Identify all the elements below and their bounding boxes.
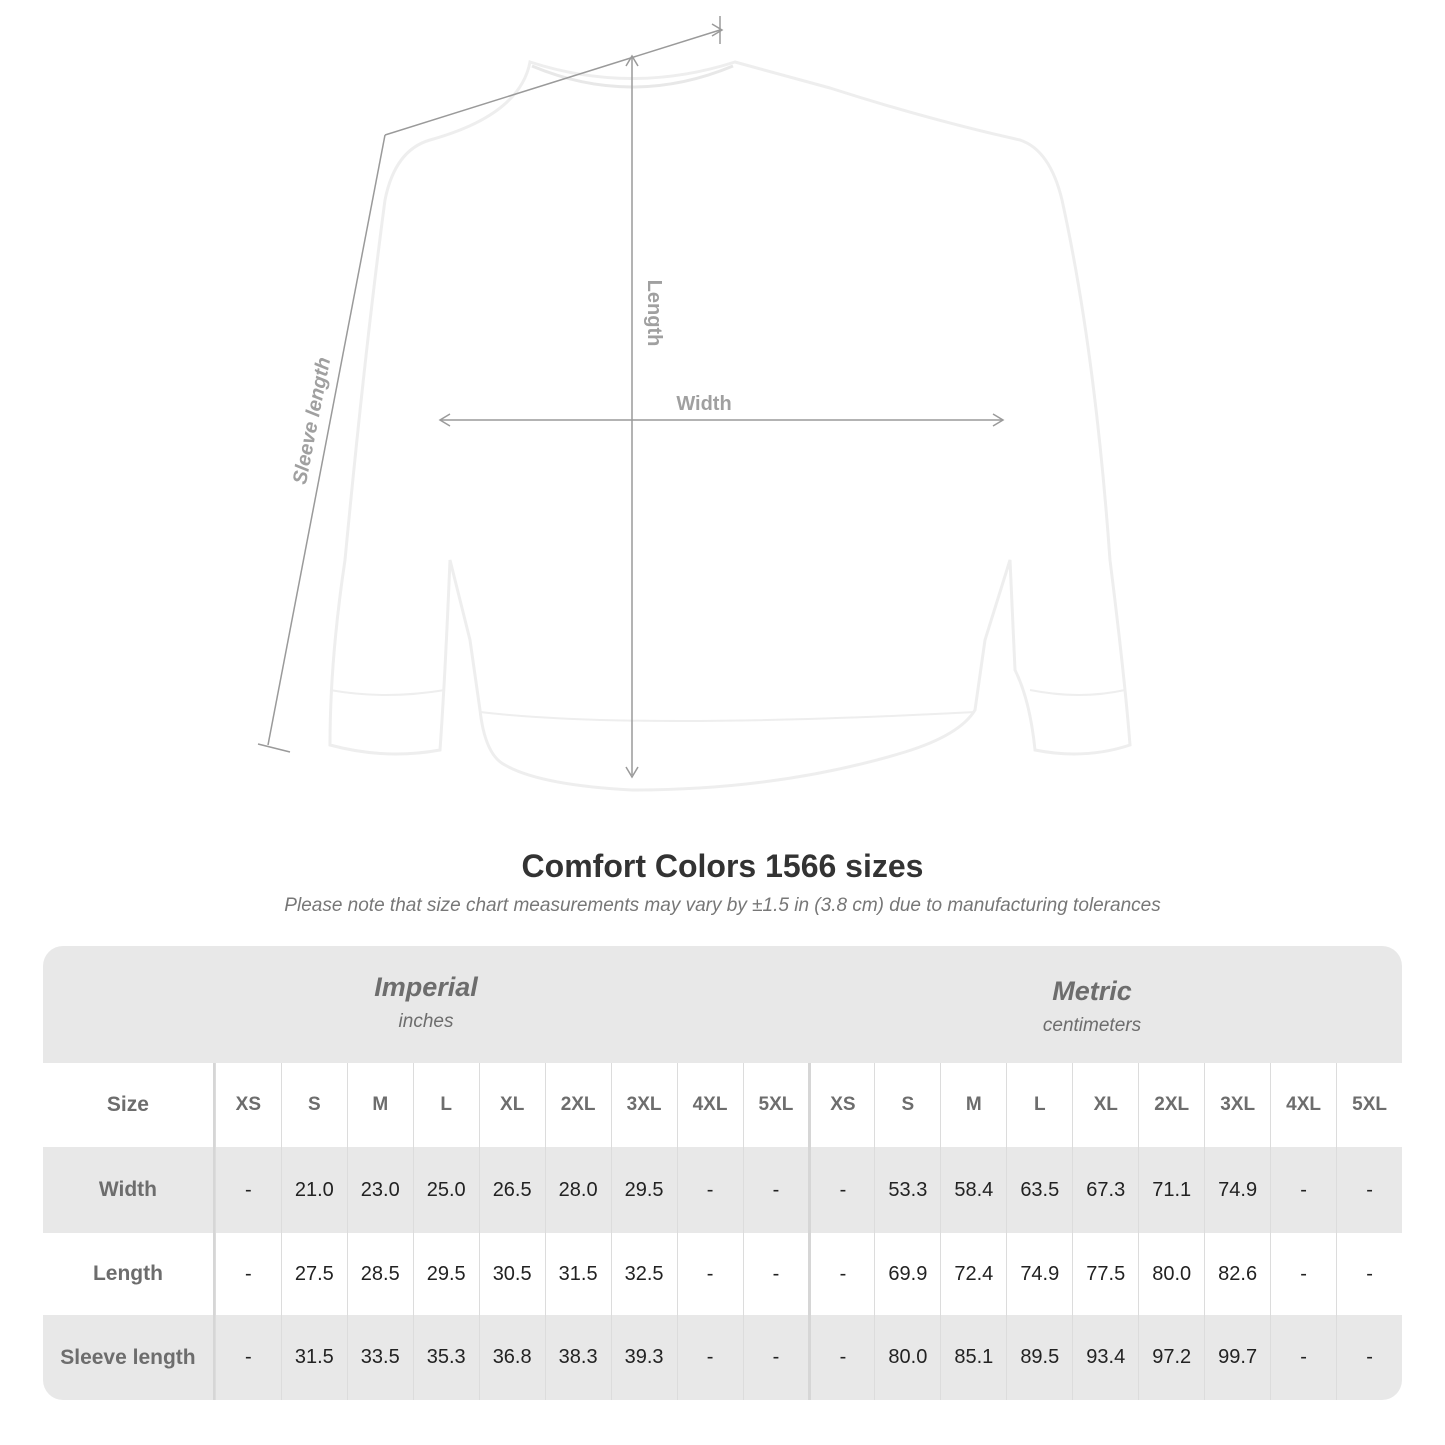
- imperial-value-cell: 29.5: [610, 1147, 677, 1233]
- size-header-row: Size XS S M L XL 2XL 3XL 4XL 5XL XS S M L XL 2XL 3XL 4XL 5…: [43, 1063, 1402, 1147]
- size-header-imperial: 2XL: [544, 1063, 611, 1147]
- metric-value-cell: 99.7: [1204, 1315, 1270, 1400]
- sleeve-length-label: Sleeve length: [289, 355, 335, 486]
- size-header-metric: M: [940, 1063, 1006, 1147]
- sweatshirt-illustration: [328, 60, 1132, 792]
- metric-value-cell: -: [1336, 1147, 1402, 1233]
- imperial-value-cell: 28.5: [346, 1233, 413, 1315]
- size-header-metric: 3XL: [1204, 1063, 1270, 1147]
- row-label: Width: [43, 1147, 215, 1233]
- metric-value-cell: 53.3: [874, 1147, 940, 1233]
- metric-value-cell: -: [1270, 1315, 1336, 1400]
- imperial-value-cell: 31.5: [544, 1233, 611, 1315]
- metric-value-cell: 80.0: [874, 1315, 940, 1400]
- imperial-value-cell: -: [676, 1315, 743, 1400]
- size-header-imperial: XS: [214, 1063, 281, 1147]
- size-header-imperial: 3XL: [610, 1063, 677, 1147]
- metric-value-cell: 97.2: [1138, 1315, 1204, 1400]
- imperial-unit: inches: [398, 1011, 454, 1032]
- chart-subtitle: Please note that size chart measurements…: [284, 895, 1161, 916]
- size-header-metric: L: [1006, 1063, 1072, 1147]
- imperial-value-cell: 27.5: [280, 1233, 347, 1315]
- metric-value-cell: 67.3: [1072, 1147, 1138, 1233]
- metric-value-cell: 74.9: [1006, 1233, 1072, 1315]
- imperial-value-cell: 26.5: [478, 1147, 545, 1233]
- imperial-value-cell: -: [742, 1315, 809, 1400]
- imperial-value-cell: -: [676, 1147, 743, 1233]
- sleeve-measure-line: [267, 134, 386, 746]
- size-header-imperial: 4XL: [676, 1063, 743, 1147]
- table-row: Sleeve length -31.5 33.5 35.3 36.8 38.3 39.3- -…: [43, 1315, 1402, 1400]
- imperial-value-cell: 32.5: [610, 1233, 677, 1315]
- sweatshirt-diagram: Length Width Sleeve length: [257, 16, 1132, 792]
- metric-value-cell: 63.5: [1006, 1147, 1072, 1233]
- size-header-metric: XS: [808, 1063, 874, 1147]
- imperial-value-cell: -: [742, 1147, 809, 1233]
- metric-value-cell: -: [808, 1147, 874, 1233]
- metric-value-cell: -: [1336, 1233, 1402, 1315]
- metric-value-cell: 89.5: [1006, 1315, 1072, 1400]
- metric-value-cell: -: [1336, 1315, 1402, 1400]
- metric-value-cell: 69.9: [874, 1233, 940, 1315]
- unit-header-band: [43, 946, 1402, 1063]
- metric-value-cell: 58.4: [940, 1147, 1006, 1233]
- metric-value-cell: 85.1: [940, 1315, 1006, 1400]
- size-header-imperial: XL: [478, 1063, 545, 1147]
- imperial-value-cell: -: [214, 1315, 281, 1400]
- imperial-value-cell: 30.5: [478, 1233, 545, 1315]
- width-label: Width: [676, 393, 731, 415]
- size-column-header: Size: [43, 1063, 215, 1147]
- size-header-metric: 5XL: [1336, 1063, 1402, 1147]
- table-row: Length -27.5 28.5 29.5 30.5 31.5 32.5- - -69.9 72…: [43, 1233, 1402, 1315]
- imperial-value-cell: 28.0: [544, 1147, 611, 1233]
- metric-value-cell: 80.0: [1138, 1233, 1204, 1315]
- imperial-value-cell: 23.0: [346, 1147, 413, 1233]
- metric-value-cell: 77.5: [1072, 1233, 1138, 1315]
- metric-value-cell: -: [1270, 1147, 1336, 1233]
- size-header-imperial: S: [280, 1063, 347, 1147]
- imperial-value-cell: 33.5: [346, 1315, 413, 1400]
- metric-value-cell: -: [808, 1233, 874, 1315]
- imperial-title: Imperial: [374, 972, 478, 1002]
- imperial-value-cell: 35.3: [412, 1315, 479, 1400]
- imperial-value-cell: 39.3: [610, 1315, 677, 1400]
- row-label: Sleeve length: [43, 1315, 215, 1400]
- metric-header: Metric centimeters: [809, 946, 1375, 1063]
- size-header-metric: S: [874, 1063, 940, 1147]
- metric-value-cell: 71.1: [1138, 1147, 1204, 1233]
- metric-value-cell: 74.9: [1204, 1147, 1270, 1233]
- size-table: Imperial inches Metric centimeters Size X…: [43, 946, 1402, 1400]
- size-header-imperial: L: [412, 1063, 479, 1147]
- metric-value-cell: -: [808, 1315, 874, 1400]
- size-header-metric: 4XL: [1270, 1063, 1336, 1147]
- imperial-value-cell: 36.8: [478, 1315, 545, 1400]
- size-header-metric: 2XL: [1138, 1063, 1204, 1147]
- size-header-imperial: 5XL: [742, 1063, 809, 1147]
- size-header-imperial: M: [346, 1063, 413, 1147]
- imperial-value-cell: 38.3: [544, 1315, 611, 1400]
- table-row: Width -21.0 23.0 25.0 26.5 28.0 29.5- - -53.3 58.…: [43, 1147, 1402, 1233]
- imperial-value-cell: 29.5: [412, 1233, 479, 1315]
- row-label: Length: [43, 1233, 215, 1315]
- imperial-value-cell: -: [214, 1233, 281, 1315]
- imperial-value-cell: 31.5: [280, 1315, 347, 1400]
- metric-value-cell: 72.4: [940, 1233, 1006, 1315]
- sleeve-measure-top-line: [384, 29, 721, 136]
- metric-title: Metric: [1052, 976, 1132, 1006]
- imperial-value-cell: -: [214, 1147, 281, 1233]
- metric-value-cell: -: [1270, 1233, 1336, 1315]
- chart-title: Comfort Colors 1566 sizes: [521, 848, 924, 884]
- imperial-value-cell: -: [742, 1233, 809, 1315]
- size-header-metric: XL: [1072, 1063, 1138, 1147]
- imperial-value-cell: 25.0: [412, 1147, 479, 1233]
- metric-value-cell: 82.6: [1204, 1233, 1270, 1315]
- imperial-header: Imperial inches: [215, 946, 637, 1063]
- metric-value-cell: 93.4: [1072, 1315, 1138, 1400]
- imperial-value-cell: 21.0: [280, 1147, 347, 1233]
- imperial-value-cell: -: [676, 1233, 743, 1315]
- length-label: Length: [643, 280, 665, 347]
- metric-unit: centimeters: [1042, 1015, 1142, 1036]
